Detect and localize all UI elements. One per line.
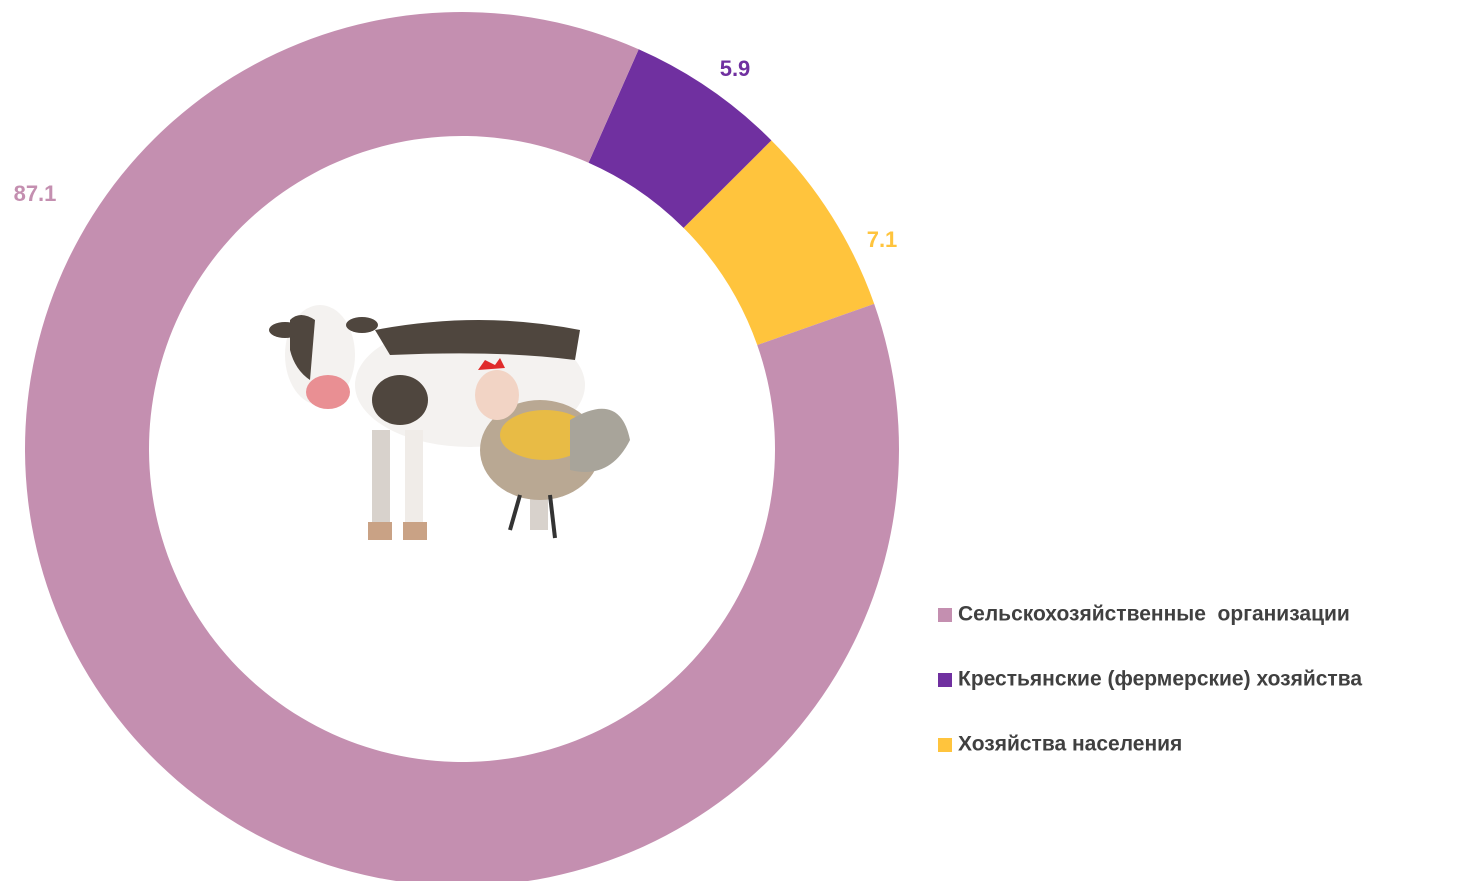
legend-label: Хозяйства населения [958,733,1182,756]
value-label: 7.1 [867,227,898,252]
legend-label: Крестьянские (фермерские) хозяйства [958,668,1362,691]
legend-swatch [938,673,952,687]
legend-label: Сельскохозяйственные организации [958,603,1350,626]
value-label: 87.1 [14,181,57,206]
legend-swatch [938,738,952,752]
legend-swatch [938,608,952,622]
donut-segment [588,49,772,228]
donut-segment [683,140,875,346]
value-label: 5.9 [720,56,751,81]
illustration [269,305,630,540]
